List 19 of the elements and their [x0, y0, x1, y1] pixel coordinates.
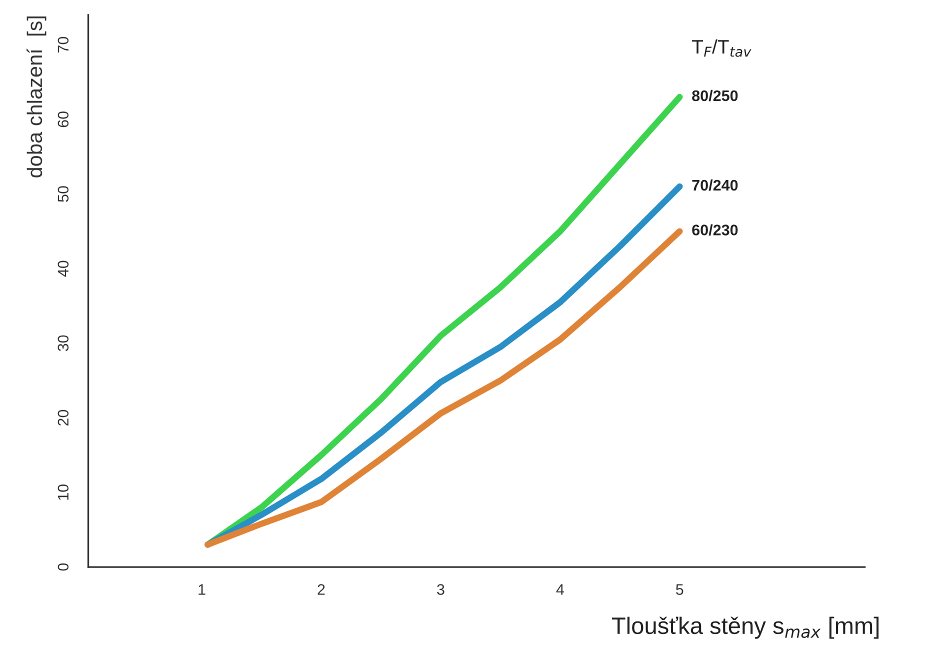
x-tick-label: 4	[556, 584, 564, 595]
x-axis-title: Tloušťka stěny s$_{max}$ [mm]	[612, 616, 879, 639]
legend-title: T$_{F}$/T$_{tav}$	[692, 39, 752, 57]
y-tick-label: 30	[58, 335, 69, 352]
series-label: 80/250	[692, 90, 738, 102]
x-tick-label: 5	[676, 584, 684, 595]
x-tick-label: 3	[437, 584, 444, 595]
y-tick-label: 10	[58, 484, 69, 500]
x-tick-label: 1	[198, 584, 206, 595]
series-label: 70/240	[692, 179, 738, 191]
x-tick-label: 2	[318, 584, 325, 595]
y-tick-label: 70	[58, 36, 69, 53]
series-label: 60/230	[692, 224, 738, 236]
y-tick-label: 0	[58, 563, 69, 571]
y-axis-title: doba chlazení [s]	[26, 16, 46, 178]
y-tick-label: 60	[58, 112, 69, 128]
y-tick-label: 20	[58, 410, 69, 426]
y-tick-label: 50	[58, 186, 69, 202]
y-tick-label: 40	[58, 260, 69, 277]
